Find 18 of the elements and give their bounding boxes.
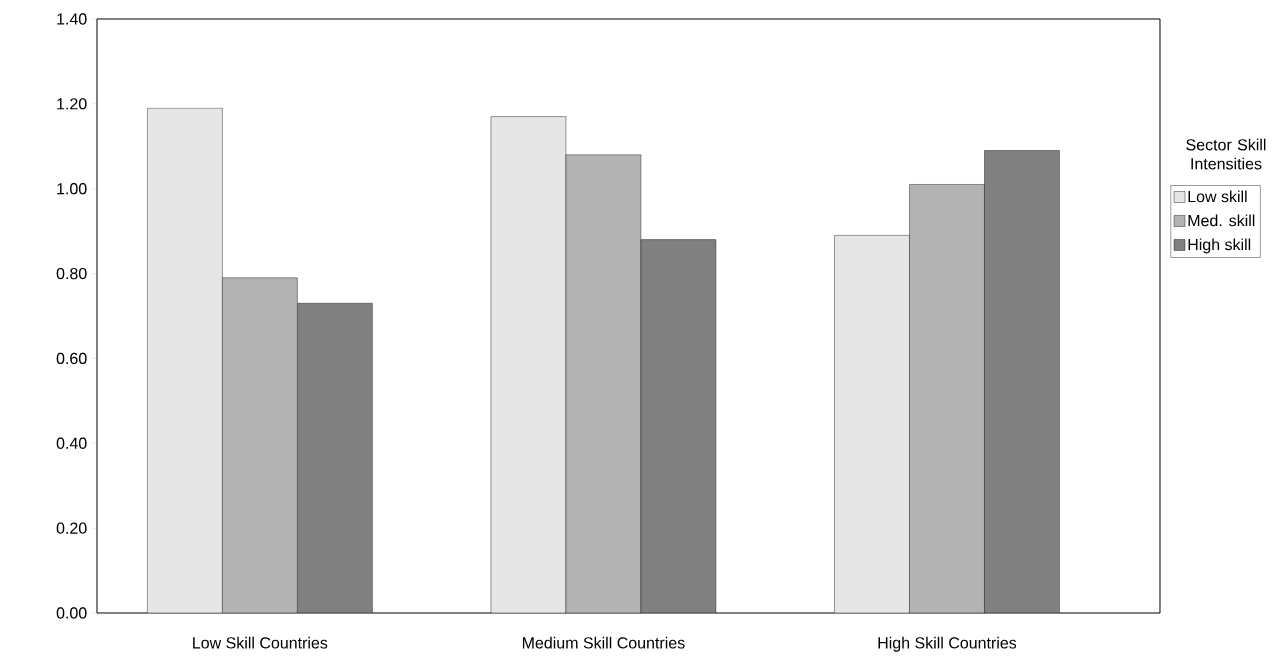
legend-label: Low skill	[1188, 190, 1247, 203]
y-tick-label: 1.40	[57, 13, 87, 25]
x-tick-label: High Skill Countries	[878, 636, 1017, 652]
legend-label: High skill	[1188, 238, 1251, 254]
y-tick-label: 1.20	[57, 98, 87, 110]
y-tick-label: 0.20	[56, 522, 87, 534]
legend-label: Med. skill	[1188, 214, 1255, 227]
y-tick-label: 0.60	[56, 352, 87, 365]
bar	[909, 184, 985, 613]
y-tick-label: 0.40	[56, 437, 87, 449]
y-tick-label: 0.80	[56, 267, 87, 280]
bar	[565, 154, 642, 613]
x-tick-label: Low Skill Countries	[193, 636, 328, 649]
y-tick-label: 0.00	[56, 607, 87, 619]
legend-title: Sector Skill Intensities	[1186, 138, 1266, 170]
x-tick-label: Medium Skill Countries	[522, 636, 685, 649]
bar	[222, 277, 298, 613]
y-tick-label: 1.00	[57, 183, 87, 195]
